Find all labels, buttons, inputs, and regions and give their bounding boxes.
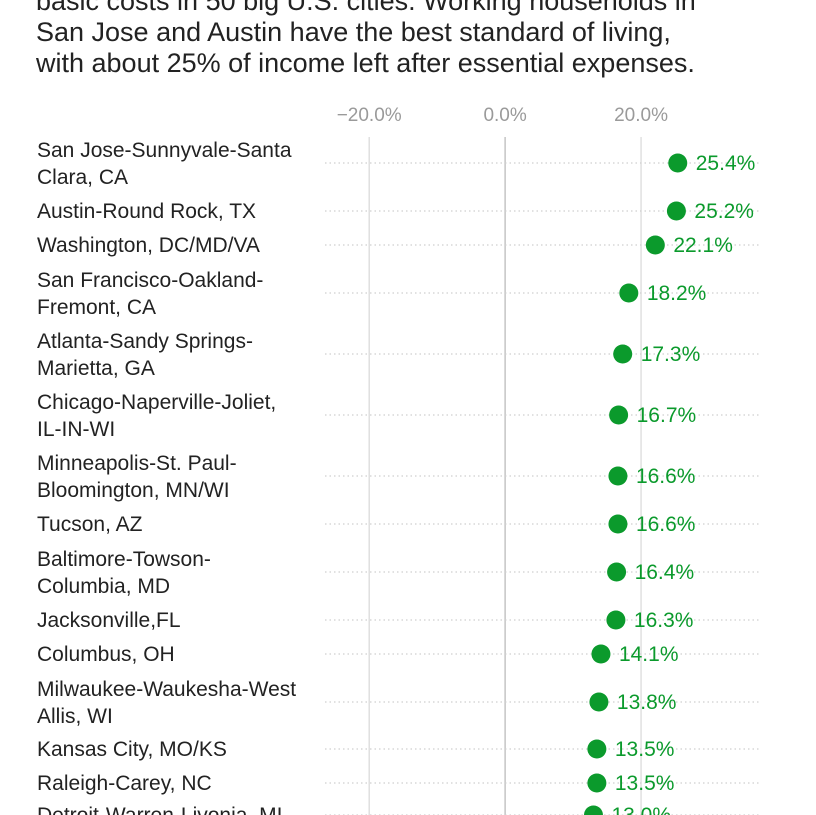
category-label: Baltimore-Towson-Columbia, MD — [37, 548, 211, 598]
data-label: 13.0% — [611, 804, 671, 815]
chart-subtitle: basic costs in 50 big U.S. cities. Worki… — [36, 0, 806, 79]
subtitle-line: basic costs in 50 big U.S. cities. Worki… — [36, 0, 696, 16]
data-point — [606, 610, 626, 630]
data-label: 25.2% — [694, 200, 754, 223]
data-point — [608, 466, 628, 486]
category-label: Tucson, AZ — [37, 513, 143, 536]
x-tick-label: 0.0% — [483, 105, 526, 126]
data-label: 16.6% — [636, 513, 696, 536]
category-label: Columbus, OH — [37, 643, 175, 666]
data-label: 17.3% — [641, 343, 701, 366]
category-label: Detroit-Warren-Livonia, MI — [37, 804, 282, 815]
data-point — [589, 692, 609, 712]
category-label: Raleigh-Carey, NC — [37, 772, 212, 795]
data-label: 16.6% — [636, 465, 696, 488]
data-point — [591, 644, 611, 664]
category-label: Jacksonville,FL — [37, 609, 181, 632]
category-label: Minneapolis-St. Paul-Bloomington, MN/WI — [37, 452, 237, 502]
data-label: 13.5% — [615, 738, 675, 761]
data-point — [587, 773, 607, 793]
category-label: San Jose-Sunnyvale-Santa Clara, CA — [37, 139, 292, 189]
category-label: Washington, DC/MD/VA — [37, 234, 260, 257]
x-tick-label: 20.0% — [614, 105, 668, 126]
data-point — [587, 739, 607, 759]
data-point — [607, 562, 627, 582]
x-tick-label: −20.0% — [337, 105, 402, 126]
data-point — [613, 344, 633, 364]
category-label: Kansas City, MO/KS — [37, 738, 227, 761]
data-label: 13.5% — [615, 772, 675, 795]
data-label: 22.1% — [673, 234, 733, 257]
subtitle-line: San Jose and Austin have the best standa… — [36, 17, 671, 47]
data-label: 25.4% — [696, 152, 756, 175]
data-label: 13.8% — [617, 691, 677, 714]
data-point — [645, 235, 665, 255]
category-label: Atlanta-Sandy Springs-Marietta, GA — [37, 330, 253, 380]
data-point — [666, 201, 686, 221]
category-label: Austin-Round Rock, TX — [37, 200, 256, 223]
data-label: 16.7% — [637, 404, 697, 427]
category-label: San Francisco-Oakland-Fremont, CA — [37, 269, 263, 319]
data-label: 16.3% — [634, 609, 694, 632]
data-point — [668, 153, 688, 173]
data-label: 16.4% — [635, 561, 695, 584]
category-label: Milwaukee-Waukesha-West Allis, WI — [37, 678, 296, 728]
data-point — [583, 805, 603, 815]
data-label: 14.1% — [619, 643, 679, 666]
data-point — [608, 514, 628, 534]
data-point — [609, 405, 629, 425]
data-label: 18.2% — [647, 282, 707, 305]
data-point — [619, 283, 639, 303]
category-label: Chicago-Naperville-Joliet, IL-IN-WI — [37, 391, 276, 441]
subtitle-line: with about 25% of income left after esse… — [36, 48, 695, 78]
